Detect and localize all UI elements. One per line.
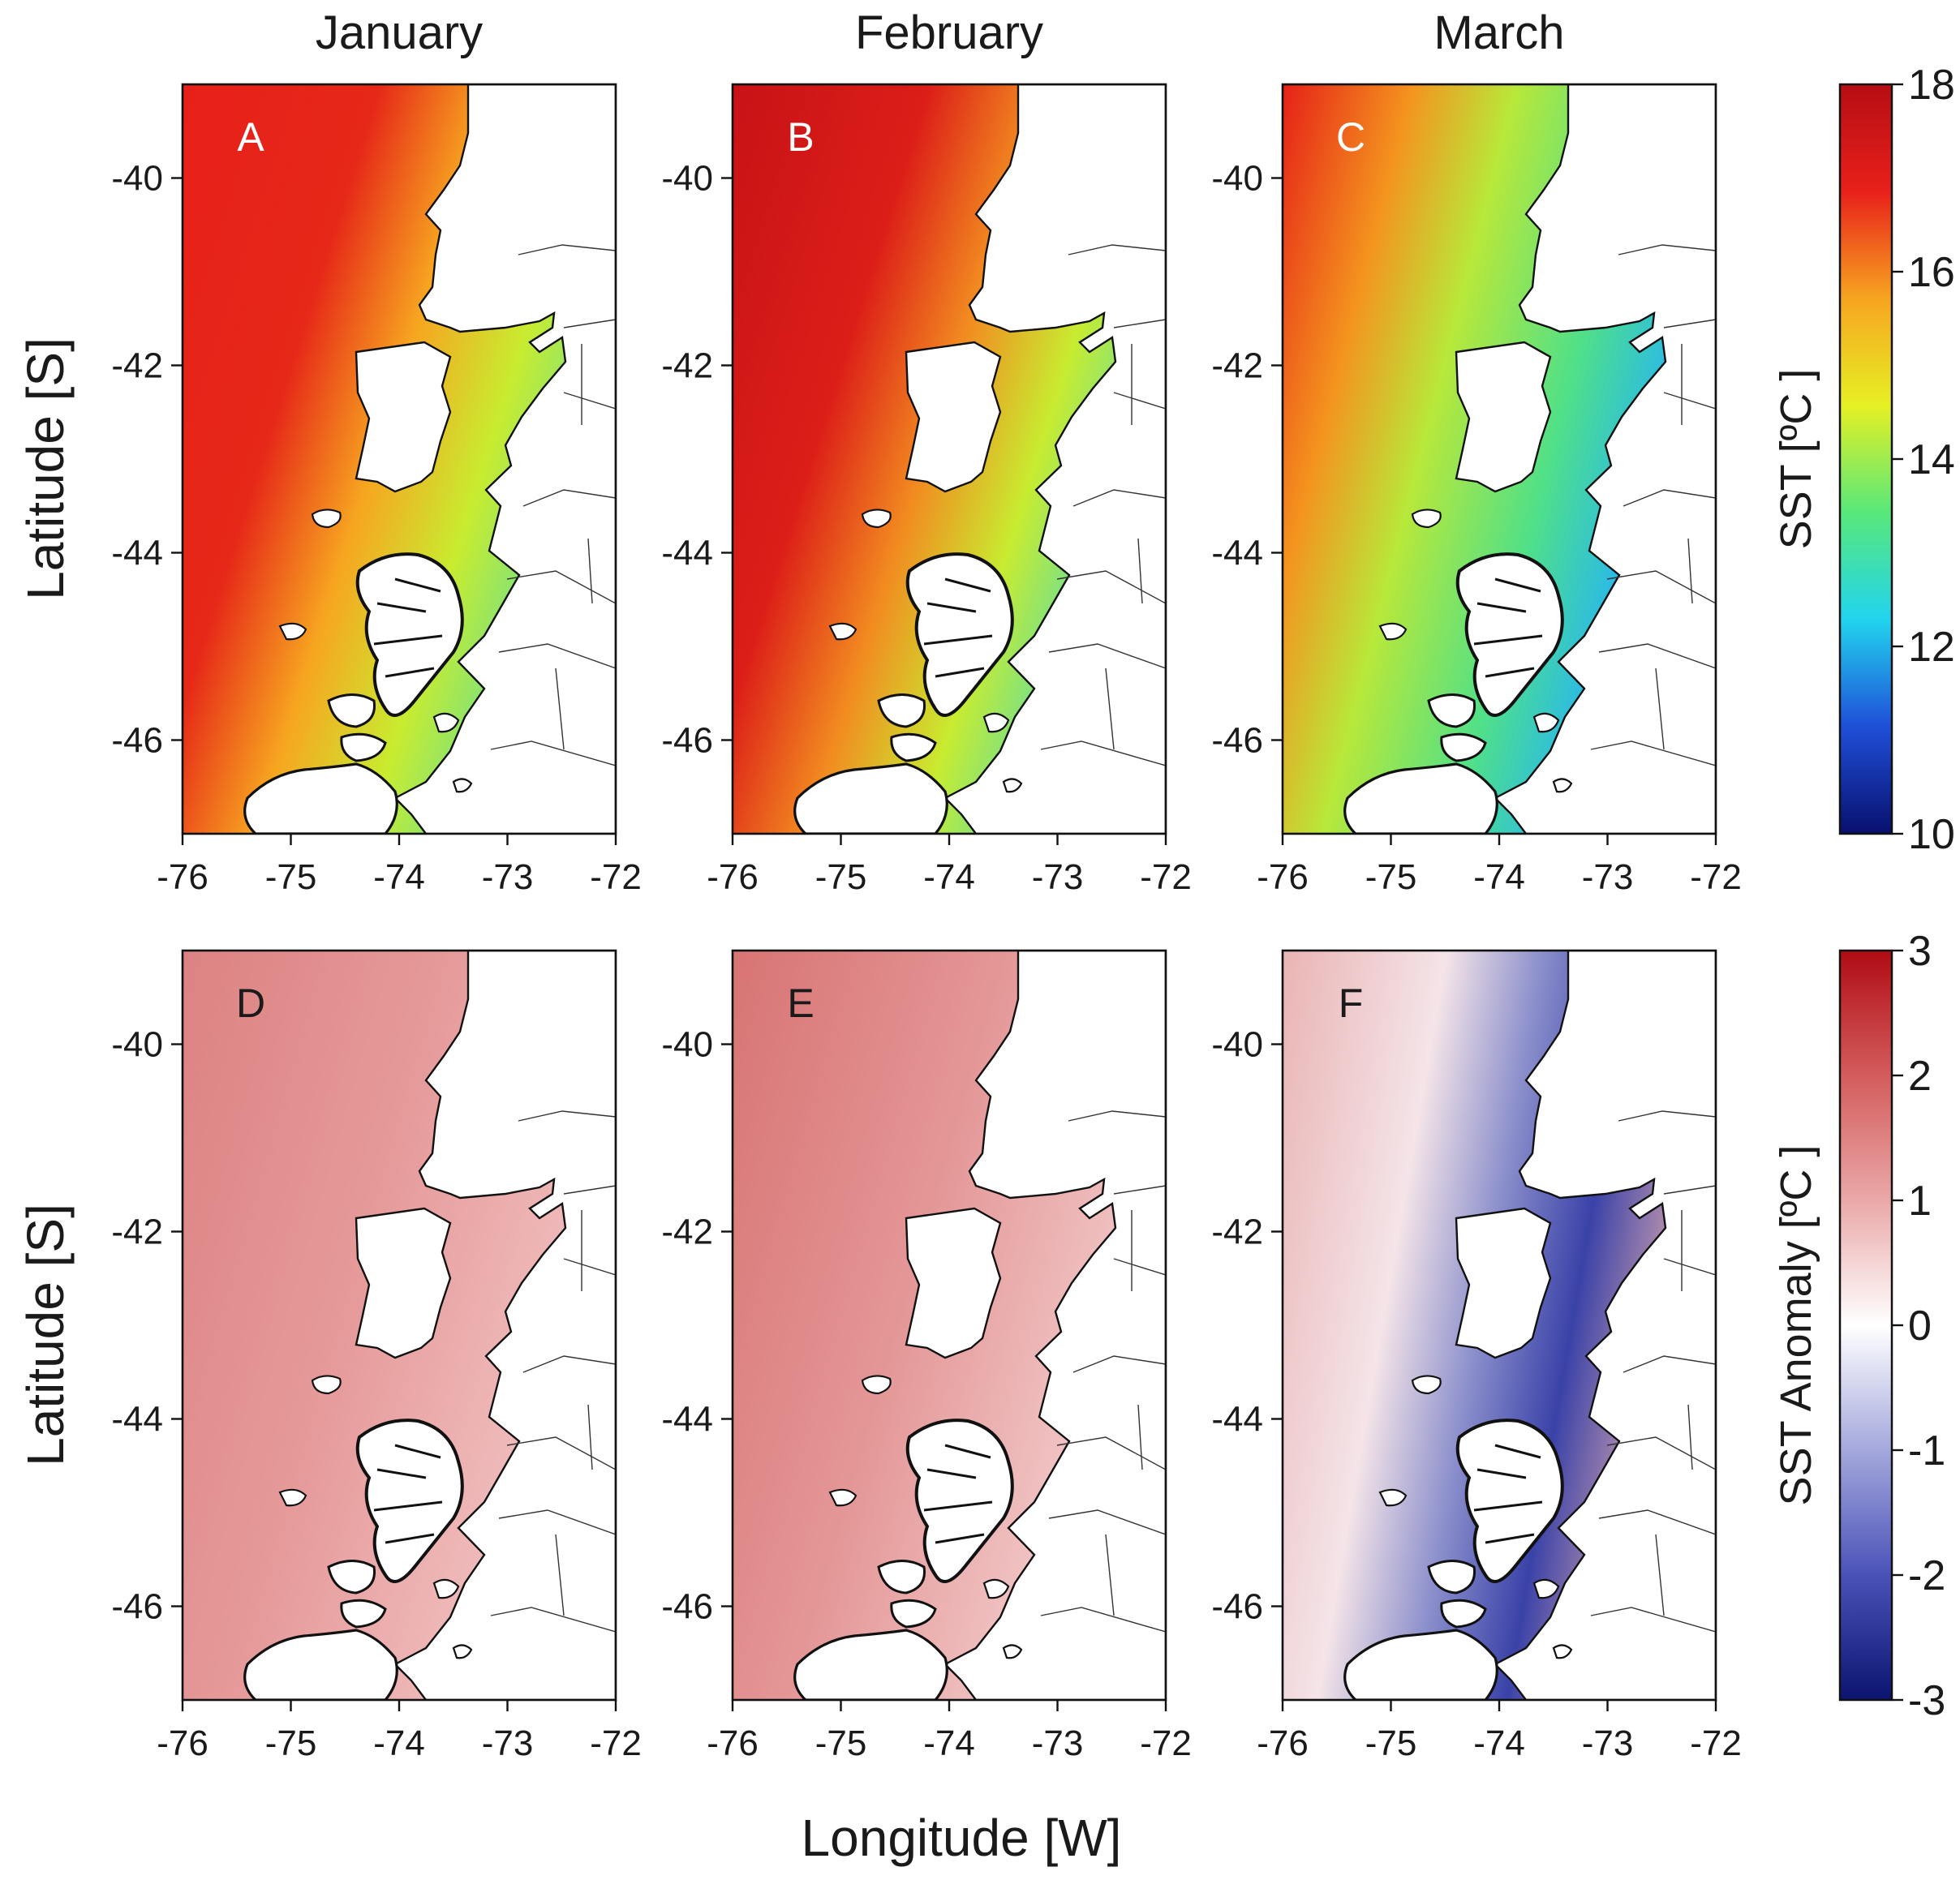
panel-f-lat-tick-label: -40: [1211, 1025, 1263, 1065]
anomaly-colorbar-tick-label: -2: [1908, 1552, 1945, 1599]
column-title-february: February: [855, 6, 1043, 59]
sst-colorbar-ticks: 10 12 14 16 18: [1892, 62, 1955, 858]
panel-b-lon-tick-label: -73: [1032, 857, 1084, 897]
sst-colorbar: 10 12 14 16 18 SST [ºC ]: [1772, 62, 1955, 858]
panel-c-label: C: [1336, 114, 1365, 160]
sst-colorbar-tick-label: 12: [1908, 624, 1955, 671]
panel-d-lat-tick-label: -46: [111, 1587, 163, 1627]
panel-b-lon-tick-label: -75: [815, 857, 867, 897]
panel-e-lon-tick-label: -74: [923, 1723, 975, 1763]
panel-d-lon-tick-label: -72: [590, 1723, 642, 1763]
panel-b-label: B: [787, 114, 814, 160]
y-axis-title-top: Latitude [S]: [16, 337, 75, 600]
panel-a-label: A: [237, 114, 264, 160]
panel-f-lon-tick-label: -73: [1582, 1723, 1634, 1763]
panel-c-lat-tick-label: -42: [1211, 346, 1263, 386]
panel-c-lat-tick-label: -44: [1211, 534, 1263, 573]
anomaly-colorbar-tick-label: 2: [1908, 1053, 1932, 1100]
panel-a-lat-tick-label: -44: [111, 534, 163, 573]
panel-f-lat-tick-label: -42: [1211, 1213, 1263, 1252]
y-axis-title-bottom: Latitude [S]: [16, 1204, 75, 1466]
panel-d-lat-tick-label: -44: [111, 1400, 163, 1440]
anomaly-colorbar-tick-label: 0: [1908, 1303, 1932, 1350]
sst-colorbar-ramp: [1838, 83, 1893, 835]
panel-d-lat-tick-label: -42: [111, 1213, 163, 1252]
panel-e-lat-tick-label: -40: [661, 1025, 713, 1065]
panel-f: F -76 -75 -74 -73 -72 -40 -42 -44 -46: [1211, 949, 1742, 1763]
anomaly-colorbar-title: SST Anomaly [ºC ]: [1772, 1145, 1820, 1506]
panel-f-lon-tick-label: -76: [1257, 1723, 1309, 1763]
panel-a-lon-tick-label: -74: [373, 857, 425, 897]
anomaly-colorbar-ramp: [1838, 949, 1893, 1702]
panel-a-lon-tick-label: -73: [482, 857, 534, 897]
panel-c-lon-tick-label: -76: [1257, 857, 1309, 897]
panel-c-lat-tick-label: -40: [1211, 159, 1263, 199]
panel-f-label: F: [1339, 981, 1364, 1026]
column-title-january: January: [316, 6, 483, 59]
panel-a-lon-tick-label: -72: [590, 857, 642, 897]
panel-a-lat-tick-label: -40: [111, 159, 163, 199]
panel-b-lat-tick-label: -42: [661, 346, 713, 386]
panel-d-lon-tick-label: -76: [157, 1723, 208, 1763]
panel-a-lat-tick-label: -46: [111, 721, 163, 761]
panel-d-label: D: [236, 981, 265, 1026]
sst-colorbar-title: SST [ºC ]: [1772, 369, 1820, 550]
panel-b-lon-tick-label: -74: [923, 857, 975, 897]
panel-c-lon-tick-label: -73: [1582, 857, 1634, 897]
panel-grid: A -76 -75 -74 -73 -72 -40 -42 -44 -46 B -76 -75 -74 -7…: [111, 83, 1742, 1763]
panel-d-lon-tick-label: -73: [482, 1723, 534, 1763]
panel-e-lon-tick-label: -72: [1140, 1723, 1192, 1763]
panel-b-lon-tick-label: -76: [707, 857, 759, 897]
panel-a: A -76 -75 -74 -73 -72 -40 -42 -44 -46: [111, 83, 642, 897]
panel-b-lat-tick-label: -40: [661, 159, 713, 199]
panel-c-lat-tick-label: -46: [1211, 721, 1263, 761]
panel-a-lat-tick-label: -42: [111, 346, 163, 386]
panel-b-lat-tick-label: -44: [661, 534, 713, 573]
panel-d-lon-tick-label: -75: [265, 1723, 317, 1763]
panel-f-lat-tick-label: -46: [1211, 1587, 1263, 1627]
panel-d-lat-tick-label: -40: [111, 1025, 163, 1065]
panel-c-lon-tick-label: -75: [1365, 857, 1417, 897]
sst-colorbar-tick-label: 10: [1908, 811, 1955, 858]
panel-b: B -76 -75 -74 -73 -72 -40 -42 -44 -46: [661, 83, 1192, 897]
anomaly-colorbar: -3 -2 -1 0 1 2 3 SST Anomaly [ºC ]: [1772, 928, 1945, 1724]
panel-b-lon-tick-label: -72: [1140, 857, 1192, 897]
panel-e-lat-tick-label: -46: [661, 1587, 713, 1627]
panel-c-lon-tick-label: -74: [1473, 857, 1525, 897]
anomaly-colorbar-tick-label: -1: [1908, 1427, 1945, 1474]
panel-c: C -76 -75 -74 -73 -72 -40 -42 -44 -46: [1211, 83, 1742, 897]
panel-e-lat-tick-label: -42: [661, 1213, 713, 1252]
panel-e-lon-tick-label: -76: [707, 1723, 759, 1763]
sst-colorbar-tick-label: 14: [1908, 436, 1955, 483]
panel-d-lon-tick-label: -74: [373, 1723, 425, 1763]
panel-e: E -76 -75 -74 -73 -72 -40 -42 -44 -46: [661, 949, 1192, 1763]
sst-colorbar-tick-label: 18: [1908, 62, 1955, 109]
x-axis-title: Longitude [W]: [802, 1809, 1122, 1867]
anomaly-colorbar-ticks: -3 -2 -1 0 1 2 3: [1892, 928, 1945, 1724]
anomaly-colorbar-tick-label: 3: [1908, 928, 1932, 975]
panel-d: D -76 -75 -74 -73 -72 -40 -42 -44 -46: [111, 949, 642, 1763]
panel-f-lon-tick-label: -72: [1690, 1723, 1742, 1763]
panel-e-lon-tick-label: -73: [1032, 1723, 1084, 1763]
panel-a-lon-tick-label: -75: [265, 857, 317, 897]
panel-f-lon-tick-label: -75: [1365, 1723, 1417, 1763]
anomaly-colorbar-tick-label: -3: [1908, 1677, 1945, 1724]
panel-c-lon-tick-label: -72: [1690, 857, 1742, 897]
panel-a-lon-tick-label: -76: [157, 857, 208, 897]
panel-e-lon-tick-label: -75: [815, 1723, 867, 1763]
panel-e-lat-tick-label: -44: [661, 1400, 713, 1440]
panel-f-lon-tick-label: -74: [1473, 1723, 1525, 1763]
panel-e-label: E: [787, 981, 814, 1026]
column-title-march: March: [1433, 6, 1564, 59]
anomaly-colorbar-tick-label: 1: [1908, 1178, 1932, 1225]
sst-colorbar-tick-label: 16: [1908, 249, 1955, 296]
panel-b-lat-tick-label: -46: [661, 721, 713, 761]
panel-f-lat-tick-label: -44: [1211, 1400, 1263, 1440]
